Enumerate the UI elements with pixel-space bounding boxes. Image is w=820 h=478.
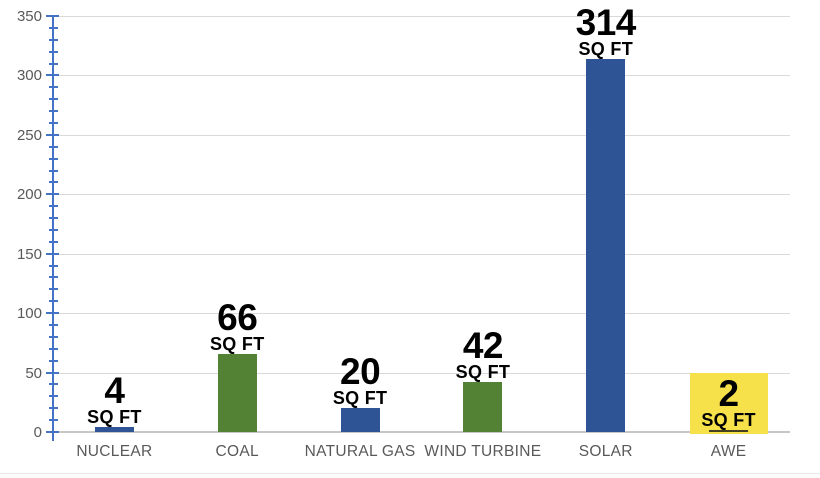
y-tick-label: 300 bbox=[16, 67, 42, 85]
slide-bottom-strip bbox=[0, 474, 820, 478]
y-minor-tick bbox=[49, 26, 58, 29]
value-unit: SQ FT bbox=[578, 38, 633, 59]
y-major-tick bbox=[46, 312, 59, 315]
y-minor-tick bbox=[49, 62, 58, 65]
y-minor-tick bbox=[49, 276, 58, 279]
value-unit: SQ FT bbox=[87, 407, 142, 428]
category-label-coal: COAL bbox=[215, 443, 259, 460]
y-minor-tick bbox=[49, 38, 58, 41]
y-minor-tick bbox=[49, 383, 58, 386]
y-minor-tick bbox=[49, 86, 58, 89]
value-unit: SQ FT bbox=[701, 409, 756, 430]
y-minor-tick bbox=[49, 288, 58, 291]
value-number: 2 bbox=[718, 372, 740, 414]
y-minor-tick bbox=[49, 264, 58, 267]
y-major-tick bbox=[46, 431, 59, 433]
y-minor-tick bbox=[49, 395, 58, 398]
x-axis-baseline bbox=[53, 431, 790, 433]
value-number: 66 bbox=[217, 296, 258, 338]
value-unit: SQ FT bbox=[332, 388, 388, 409]
y-minor-tick bbox=[49, 419, 58, 422]
value-label-wind-turbine: 42 SQ FT bbox=[413, 325, 553, 383]
category-label-solar: SOLAR bbox=[578, 443, 633, 460]
y-minor-tick bbox=[49, 347, 58, 350]
y-minor-tick bbox=[49, 98, 58, 101]
y-minor-tick bbox=[49, 181, 58, 184]
y-tick-label: 250 bbox=[16, 126, 42, 144]
y-minor-tick bbox=[49, 359, 58, 362]
y-major-tick bbox=[46, 15, 59, 17]
y-minor-tick bbox=[49, 50, 58, 53]
value-number: 4 bbox=[104, 370, 125, 412]
gridline bbox=[53, 372, 790, 374]
value-label-solar: 314 SQ FT bbox=[536, 1, 676, 59]
bar-awe bbox=[709, 429, 749, 432]
y-tick-label: 150 bbox=[16, 245, 42, 263]
y-major-tick bbox=[46, 371, 59, 374]
y-minor-tick bbox=[49, 205, 58, 208]
category-label-nuclear: NUCLEAR bbox=[76, 443, 153, 460]
y-minor-tick bbox=[49, 157, 58, 160]
value-label-nuclear: 4 SQ FT bbox=[44, 370, 184, 428]
y-axis-line bbox=[52, 16, 54, 441]
category-label-awe: AWE bbox=[710, 443, 747, 460]
value-unit: SQ FT bbox=[455, 362, 511, 383]
gridline bbox=[53, 194, 790, 196]
gridline bbox=[53, 134, 790, 136]
gridline bbox=[53, 313, 790, 315]
y-minor-tick bbox=[49, 335, 58, 338]
awe-highlight-box bbox=[689, 372, 768, 434]
category-label-natural-gas: NATURAL GAS bbox=[304, 443, 416, 460]
y-minor-tick bbox=[49, 145, 58, 148]
y-minor-tick bbox=[49, 217, 58, 220]
y-tick-label: 100 bbox=[16, 305, 42, 323]
y-major-tick bbox=[46, 133, 59, 136]
y-minor-tick bbox=[49, 240, 58, 243]
bar-solar bbox=[586, 58, 626, 432]
value-unit: SQ FT bbox=[210, 333, 265, 354]
y-tick-label: 200 bbox=[16, 186, 42, 204]
value-number: 314 bbox=[575, 1, 637, 43]
bar-natural-gas bbox=[340, 408, 380, 432]
value-label-natural-gas: 20 SQ FT bbox=[290, 351, 430, 409]
y-minor-tick bbox=[49, 300, 58, 303]
bar-wind-turbine bbox=[463, 382, 503, 432]
y-minor-tick bbox=[49, 324, 58, 327]
gridline bbox=[53, 75, 790, 77]
y-tick-label: 0 bbox=[33, 424, 42, 441]
y-major-tick bbox=[46, 74, 59, 77]
value-number: 42 bbox=[462, 325, 504, 367]
y-tick-label: 50 bbox=[25, 364, 42, 382]
y-minor-tick bbox=[49, 121, 58, 124]
bar-nuclear bbox=[94, 427, 134, 432]
category-label-wind-turbine: WIND TURBINE bbox=[424, 443, 542, 460]
y-major-tick bbox=[46, 252, 59, 255]
bar-coal bbox=[217, 353, 257, 432]
y-major-tick bbox=[46, 193, 59, 196]
value-label-coal: 66 SQ FT bbox=[167, 296, 307, 354]
slide-bottom-edge bbox=[0, 473, 820, 474]
y-minor-tick bbox=[49, 407, 58, 410]
y-minor-tick bbox=[49, 110, 58, 113]
y-minor-tick bbox=[49, 169, 58, 172]
gridline bbox=[53, 253, 790, 255]
y-tick-label: 350 bbox=[16, 8, 42, 25]
y-minor-tick bbox=[49, 228, 58, 231]
value-label-awe: 2 SQ FT bbox=[659, 372, 799, 430]
value-number: 20 bbox=[340, 351, 381, 393]
gridline bbox=[53, 16, 790, 17]
